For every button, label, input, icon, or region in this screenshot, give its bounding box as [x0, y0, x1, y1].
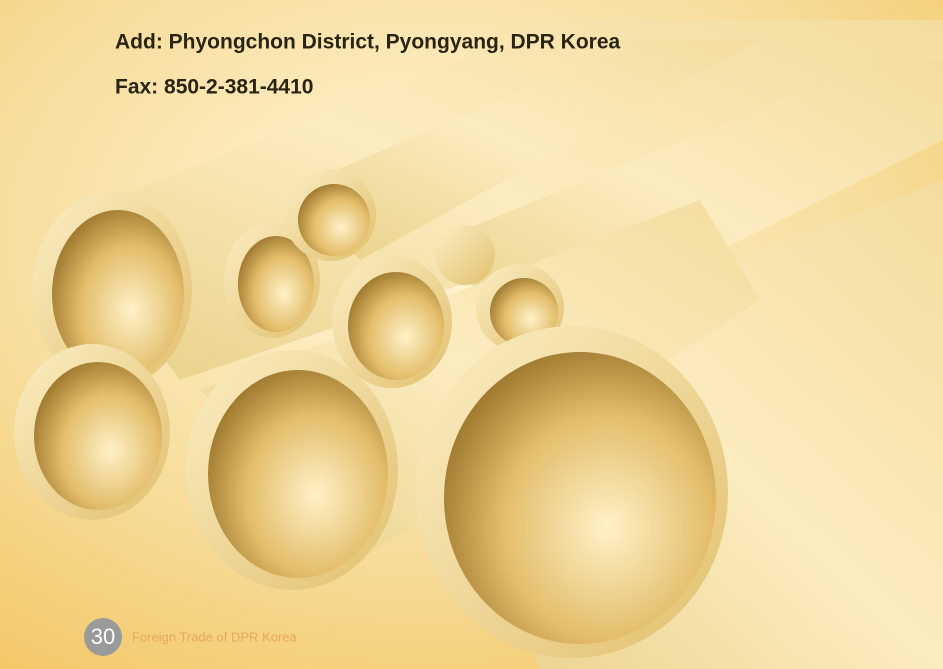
pipe-opening [238, 236, 314, 332]
fax: Fax: 850-2-381-4410 [115, 76, 313, 99]
pipe-opening [34, 362, 162, 510]
pipe-opening [298, 184, 370, 256]
page-number: 30 [91, 624, 115, 649]
publication-name: Foreign Trade of DPR Korea [132, 629, 298, 644]
page-number-badge [84, 618, 122, 656]
pipes-illustration [14, 20, 943, 669]
pipe-opening [444, 352, 716, 644]
pipe-opening [490, 278, 558, 346]
pipe-opening [348, 272, 444, 380]
pipe-body [290, 40, 760, 260]
address: Add: Phyongchon District, Pyongyang, DPR… [115, 31, 621, 54]
pipe-rim [435, 225, 495, 285]
pipe-opening [52, 210, 184, 378]
pipe-opening [208, 370, 388, 578]
